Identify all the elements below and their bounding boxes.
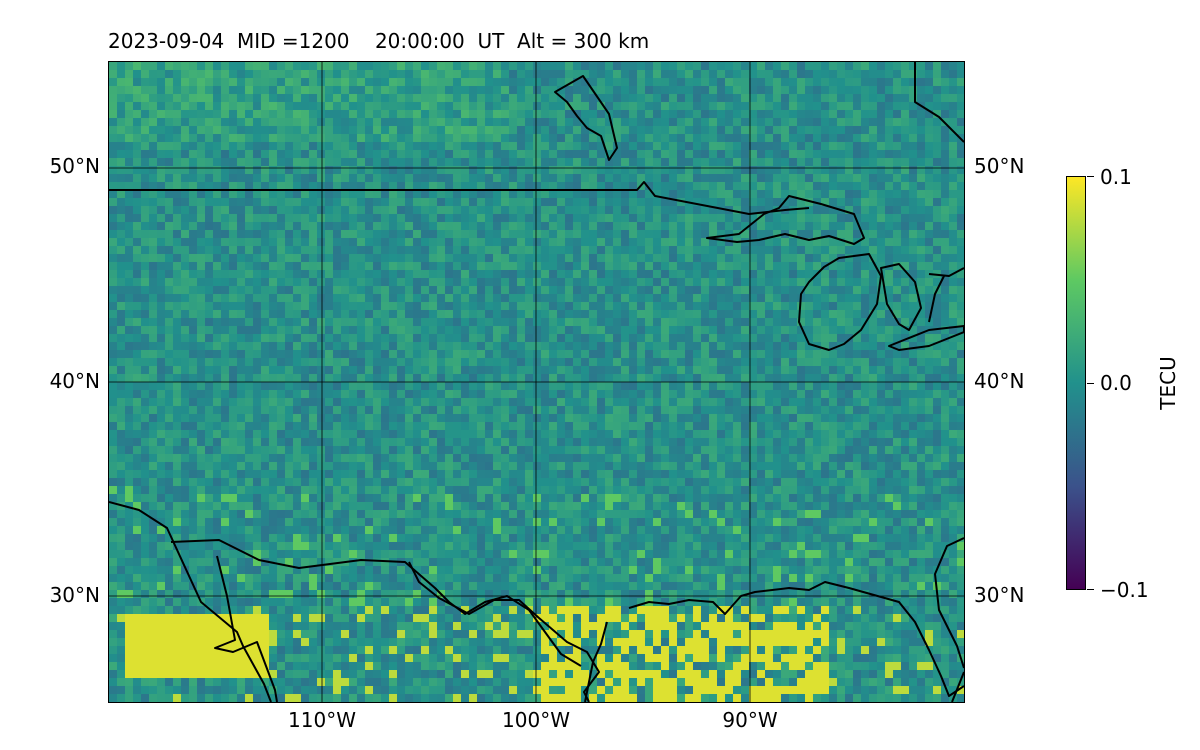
florida-tip (951, 671, 964, 702)
colorbar (1066, 176, 1086, 590)
lat-label-left-40: 40°N (49, 369, 100, 393)
hudson-bay-coast (914, 62, 964, 143)
florida-gulf (934, 537, 964, 669)
colorbar-tick-min (1087, 589, 1094, 590)
gulf-of-california (170, 539, 582, 667)
lat-label-right-30: 30°N (974, 583, 1025, 607)
lon-label-110: 110°W (288, 708, 356, 732)
lat-label-left-50: 50°N (49, 154, 100, 178)
us-gulf-coast (628, 581, 964, 697)
lake-superior (706, 195, 865, 245)
baja-california (214, 555, 278, 702)
texas-coast (584, 621, 608, 702)
lat-label-left-30: 30°N (49, 583, 100, 607)
mexico-gulf-coast (408, 561, 600, 702)
lake-erie-ontario (928, 267, 964, 323)
colorbar-label-min: −0.1 (1100, 578, 1149, 602)
colorbar-label-max: 0.1 (1100, 165, 1132, 189)
great-lakes-east (888, 325, 964, 351)
lon-label-90: 90°W (722, 708, 778, 732)
lake-winnipeg (554, 75, 618, 161)
tec-map (108, 61, 965, 703)
lon-label-100: 100°W (502, 708, 570, 732)
us-canada-border (109, 181, 810, 215)
pacific-coast (109, 501, 272, 702)
colorbar-title: TECU (1156, 356, 1180, 410)
colorbar-tick-max (1087, 176, 1094, 177)
colorbar-label-mid: 0.0 (1100, 371, 1132, 395)
map-overlay (109, 62, 964, 702)
coastlines (109, 62, 964, 702)
lake-michigan (798, 253, 882, 351)
lake-huron (880, 263, 922, 331)
lat-label-right-50: 50°N (974, 154, 1025, 178)
gridlines (109, 62, 964, 702)
lat-label-right-40: 40°N (974, 369, 1025, 393)
colorbar-tick-mid (1087, 383, 1094, 384)
map-title: 2023-09-04 MID =1200 20:00:00 UT Alt = 3… (108, 29, 650, 53)
